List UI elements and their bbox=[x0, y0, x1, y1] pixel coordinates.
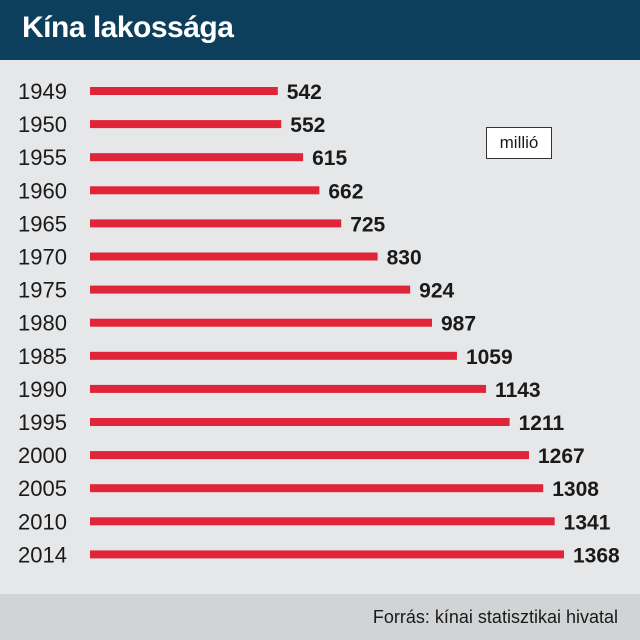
value-label: 987 bbox=[441, 313, 476, 336]
value-label: 542 bbox=[287, 81, 322, 104]
year-label: 1980 bbox=[18, 311, 67, 336]
value-label: 1267 bbox=[538, 445, 585, 468]
population-bar bbox=[90, 418, 510, 426]
population-bar bbox=[90, 285, 411, 294]
population-bar bbox=[90, 384, 487, 393]
year-label: 1995 bbox=[18, 410, 67, 435]
population-bar bbox=[90, 351, 457, 360]
year-label: 1970 bbox=[18, 245, 67, 270]
unit-label: millió bbox=[486, 127, 552, 159]
bar-chart: 1949 542 1950 552 1955 615 1960 662 1965 725 1970 8… bbox=[18, 79, 620, 567]
value-label: 1341 bbox=[564, 511, 611, 534]
population-bar bbox=[90, 87, 278, 95]
population-bar bbox=[90, 252, 378, 261]
population-bar bbox=[90, 517, 555, 526]
value-label: 1143 bbox=[495, 379, 541, 402]
value-label: 924 bbox=[419, 280, 454, 303]
population-bar bbox=[90, 451, 530, 460]
year-label: 2000 bbox=[18, 443, 67, 468]
value-label: 615 bbox=[312, 147, 347, 170]
header-banner: Kína lakossága bbox=[0, 0, 640, 60]
source-note: Forrás: kínai statisztikai hivatal bbox=[372, 607, 618, 627]
year-label: 2014 bbox=[18, 542, 67, 567]
year-label: 1955 bbox=[18, 145, 67, 170]
year-label: 1965 bbox=[18, 211, 67, 236]
year-label: 1985 bbox=[18, 344, 67, 369]
value-label: 1211 bbox=[519, 412, 565, 435]
population-bar bbox=[90, 318, 432, 327]
year-label: 1950 bbox=[18, 112, 67, 137]
year-label: 2010 bbox=[18, 509, 67, 534]
population-bar bbox=[90, 484, 544, 493]
value-label: 725 bbox=[350, 213, 385, 236]
population-bar bbox=[90, 219, 342, 228]
value-label: 662 bbox=[328, 180, 363, 203]
population-bar bbox=[90, 153, 304, 162]
chart-title: Kína lakossága bbox=[22, 11, 234, 44]
year-label: 1975 bbox=[18, 278, 67, 303]
value-label: 1368 bbox=[573, 544, 620, 567]
value-label: 830 bbox=[387, 247, 422, 270]
year-label: 1960 bbox=[18, 178, 67, 203]
population-bar bbox=[90, 550, 565, 559]
year-label: 1990 bbox=[18, 377, 67, 402]
year-label: 2005 bbox=[18, 476, 67, 501]
year-label: 1949 bbox=[18, 79, 67, 104]
value-label: 1059 bbox=[466, 346, 513, 369]
population-bar bbox=[90, 120, 282, 129]
population-bar bbox=[90, 186, 320, 195]
value-label: 1308 bbox=[552, 478, 599, 501]
value-label: 552 bbox=[290, 114, 325, 137]
footer: Forrás: kínai statisztikai hivatal bbox=[0, 594, 640, 640]
